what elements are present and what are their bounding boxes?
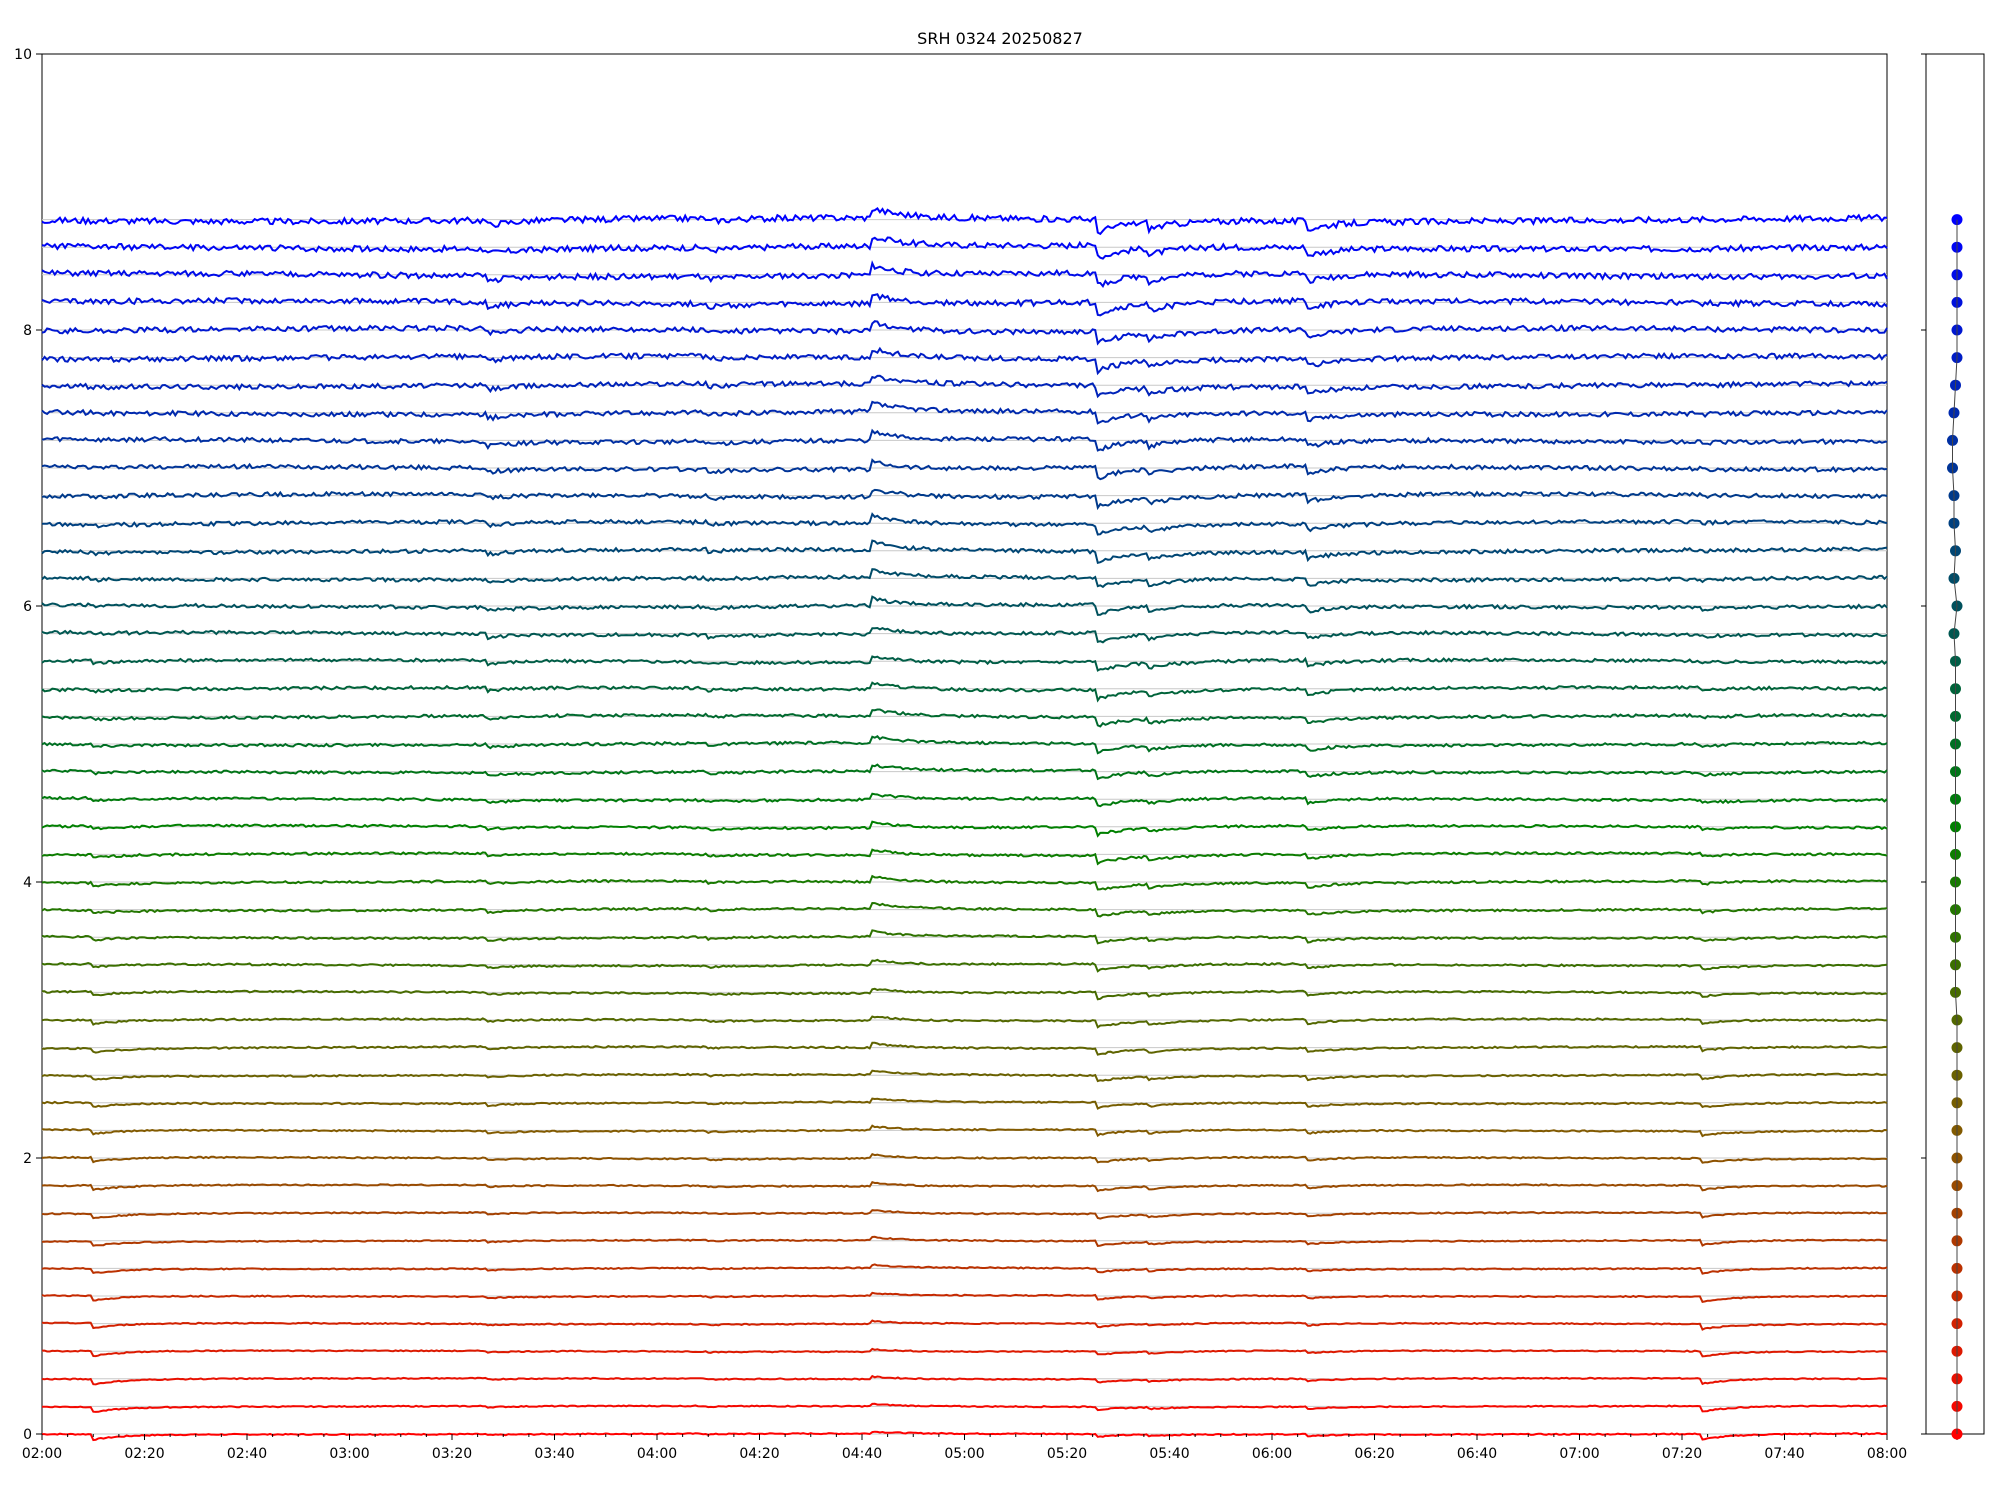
trace-16 (41, 987, 1888, 1001)
trace-24 (41, 763, 1888, 781)
x-tick-label-02:20: 02:20 (124, 1446, 164, 1462)
trace-23 (41, 792, 1888, 808)
x-tick-label-05:20: 05:20 (1047, 1446, 1087, 1462)
y-tick-label-10: 10 (14, 47, 32, 63)
trace-13 (41, 1069, 1888, 1083)
x-tick-label-06:40: 06:40 (1457, 1446, 1497, 1462)
trace-20 (41, 874, 1888, 891)
trace-11 (41, 1124, 1888, 1138)
trace-29 (41, 626, 1888, 644)
trace-7 (41, 1235, 1888, 1247)
x-tick-label-03:40: 03:40 (534, 1446, 574, 1462)
x-tick-label-02:40: 02:40 (227, 1446, 267, 1462)
trace-17 (41, 958, 1888, 973)
x-tick-label-04:40: 04:40 (842, 1446, 882, 1462)
trace-14 (41, 1041, 1888, 1056)
trace-12 (41, 1097, 1888, 1110)
trace-30 (41, 595, 1888, 616)
trace-40 (41, 320, 1888, 346)
trace-35 (41, 458, 1888, 481)
trace-38 (41, 374, 1888, 399)
x-tick-label-06:00: 06:00 (1252, 1446, 1292, 1462)
trace-26 (41, 708, 1888, 728)
trace-37 (41, 400, 1888, 425)
trace-25 (41, 735, 1888, 755)
trace-18 (41, 929, 1888, 945)
trace-43 (41, 236, 1888, 260)
chart-title: SRH 0324 20250827 (917, 29, 1083, 48)
trace-8 (41, 1209, 1887, 1220)
trace-34 (41, 488, 1888, 511)
x-tick-label-04:00: 04:00 (637, 1446, 677, 1462)
x-tick-label-05:00: 05:00 (944, 1446, 984, 1462)
x-tick-label-03:00: 03:00 (329, 1446, 369, 1462)
x-tick-label-07:00: 07:00 (1559, 1446, 1599, 1462)
legend-markers (1947, 214, 1963, 1440)
trace-4 (41, 1319, 1888, 1331)
trace-31 (41, 568, 1888, 589)
x-axis: 02:00 02:20 02:40 03:00 03:20 03:40 04:00 04:20… (22, 1434, 1958, 1462)
trace-9 (41, 1181, 1888, 1193)
trace-5 (41, 1291, 1888, 1304)
trace-33 (41, 512, 1888, 536)
trace-10 (41, 1153, 1888, 1164)
trace-15 (41, 1015, 1888, 1029)
trace-42 (41, 260, 1888, 289)
trace-32 (41, 539, 1888, 565)
trace-39 (41, 346, 1888, 376)
y-tick-label-6: 6 (23, 599, 32, 615)
trace-36 (41, 428, 1888, 452)
y-tick-label-0: 0 (23, 1427, 32, 1443)
legend-connector (1952, 219, 1958, 1434)
y-tick-label-8: 8 (23, 323, 32, 339)
trace-28 (41, 655, 1888, 672)
trace-1 (41, 1402, 1888, 1413)
x-tick-label-05:40: 05:40 (1149, 1446, 1189, 1462)
y-tick-label-2: 2 (23, 1151, 32, 1167)
y-tick-label-4: 4 (23, 875, 32, 891)
trace-3 (42, 1347, 1888, 1358)
x-tick-label-07:20: 07:20 (1662, 1446, 1702, 1462)
x-tick-label-02:00: 02:00 (22, 1446, 62, 1462)
trace-44 (41, 206, 1888, 236)
trace-2 (41, 1374, 1888, 1386)
trace-41 (41, 293, 1888, 317)
x-tick-label-07:40: 07:40 (1764, 1446, 1804, 1462)
x-tick-label-04:20: 04:20 (739, 1446, 779, 1462)
x-tick-label-08:00: 08:00 (1867, 1446, 1907, 1462)
x-tick-label-03:20: 03:20 (432, 1446, 472, 1462)
x-tick-label-06:20: 06:20 (1354, 1446, 1394, 1462)
trace-19 (41, 901, 1888, 918)
trace-6 (41, 1263, 1888, 1275)
traces (41, 206, 1888, 1442)
trace-22 (41, 820, 1888, 838)
y-axis: 0 2 4 6 8 10 (14, 47, 1926, 1443)
trace-27 (41, 681, 1888, 703)
trace-21 (41, 848, 1888, 866)
